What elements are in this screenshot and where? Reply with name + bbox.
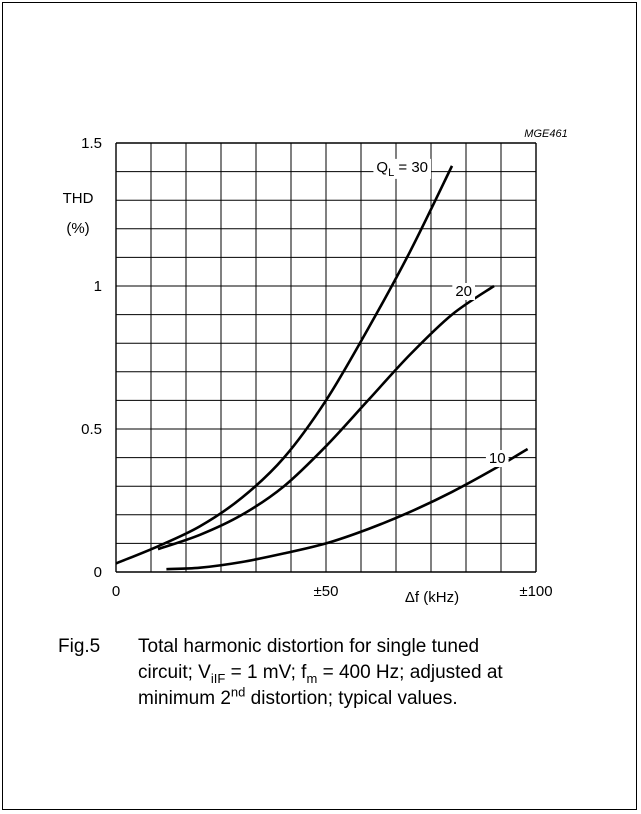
caption-line-3: minimum 2nd distortion; typical values.	[138, 684, 458, 709]
figure-code: MGE461	[524, 128, 567, 140]
series-line	[166, 447, 529, 571]
caption-line-1: Total harmonic distortion for single tun…	[138, 636, 480, 657]
y-tick-label: 0.5	[81, 421, 102, 438]
x-tick-label: ±50	[314, 583, 339, 600]
series-label: QL = 30	[376, 159, 428, 179]
tick-labels: 0 ±50 ±100 0 0.5 1 1.5	[81, 135, 552, 600]
series-label: 10	[489, 450, 506, 467]
caption-line-2: circuit; ViIF = 1 mV; fm = 400 Hz; adjus…	[138, 662, 503, 686]
y-tick-label: 1.5	[81, 135, 102, 152]
figure-number: Fig.5	[58, 636, 101, 657]
curve-labels: QL = 30 20 10	[373, 158, 509, 468]
series-line	[115, 165, 454, 565]
chart-curves	[115, 165, 529, 571]
y-tick-label: 0	[94, 564, 102, 581]
y-tick-label: 1	[94, 278, 102, 295]
y-axis-label-line1: THD	[63, 190, 94, 207]
caption-text: Total harmonic distortion for single tun…	[138, 634, 628, 712]
y-axis-label-line2: (%)	[66, 220, 89, 237]
x-tick-label: 0	[112, 583, 120, 600]
x-axis-label: Δf (kHz)	[405, 589, 459, 606]
x-tick-label: ±100	[519, 583, 552, 600]
series-label-background	[373, 158, 431, 179]
series-label-background	[452, 283, 475, 300]
chart-grid	[115, 142, 537, 573]
series-label-background	[485, 450, 509, 468]
series-label: 20	[455, 283, 472, 300]
series-line	[157, 284, 495, 551]
